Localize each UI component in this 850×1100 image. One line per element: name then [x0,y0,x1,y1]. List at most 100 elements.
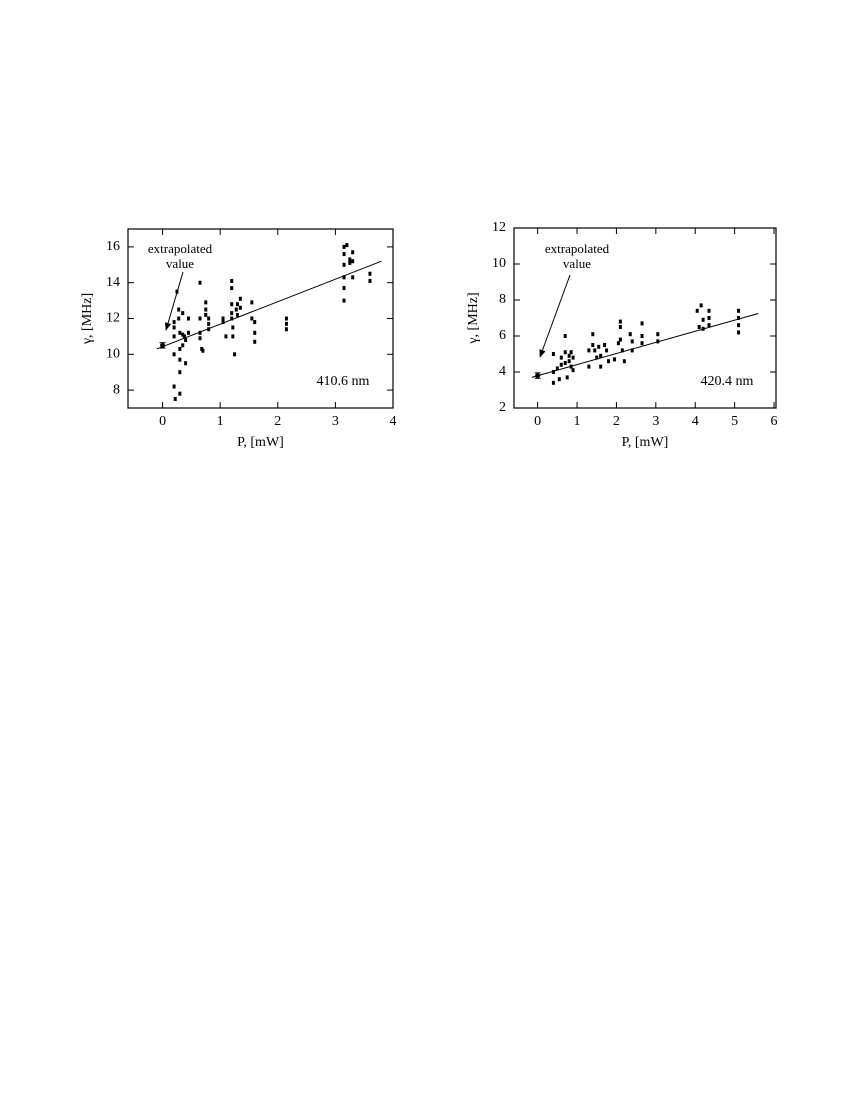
x-axis-label: P, [mW] [237,435,284,450]
data-point [616,341,620,346]
data-point [607,359,611,364]
data-point [603,343,607,347]
data-point [184,361,188,366]
data-point [284,327,288,332]
data-point [628,332,632,337]
data-point [640,341,644,346]
fit-line [531,313,759,378]
x-tick-label: 4 [390,414,397,429]
data-point [172,352,176,357]
x-axis-label: P, [mW] [622,435,669,450]
data-point [695,308,699,313]
data-point [184,337,188,342]
data-point [567,353,571,358]
x-tick-label: 2 [274,414,281,429]
data-point [707,323,711,328]
y-tick-label: 12 [492,220,506,235]
y-tick-label: 14 [106,275,120,290]
data-point [178,346,182,351]
data-point [618,319,622,324]
data-point [563,334,567,338]
data-point [178,370,182,375]
data-point [342,262,346,267]
data-point [198,330,202,335]
data-point [351,275,355,280]
annotation: value [166,256,194,271]
data-point [348,261,352,266]
data-point [699,303,703,308]
y-tick-label: 12 [106,311,120,326]
data-point [707,316,711,320]
x-tick-label: 3 [332,414,339,429]
data-point [342,244,346,249]
data-point [565,375,569,380]
data-point [605,348,609,353]
data-point [231,325,235,330]
y-tick-label: 4 [499,364,506,379]
data-point [622,359,626,364]
data-point [656,332,660,337]
data-point [697,325,701,329]
data-point [591,332,595,337]
data-point [587,364,591,369]
plot-frame [513,227,777,409]
data-point [181,343,185,348]
data-point [342,286,346,291]
data-point [551,352,555,356]
data-point [599,353,603,358]
y-axis-label: γ, [MHz] [80,293,95,345]
annotation-arrow [539,274,571,358]
data-point [737,308,741,313]
data-point [253,330,257,335]
data-point [563,350,567,355]
data-point [177,307,181,312]
data-point [230,278,234,283]
data-point [342,298,346,303]
data-point [235,302,239,307]
data-point [238,305,242,310]
data-point [551,370,555,374]
x-tick-label: 1 [217,414,224,429]
y-tick-label: 10 [106,347,120,362]
data-point [707,308,711,313]
annotation: value [563,256,591,271]
data-point [559,362,563,367]
data-point [551,380,555,385]
x-tick-label: 1 [574,414,581,429]
data-point [172,384,176,389]
data-point [555,366,559,371]
data-point [230,316,234,321]
data-point [234,307,238,312]
data-point [593,348,597,353]
data-point [198,280,202,285]
data-point [172,320,176,325]
wavelength-label: 410.6 nm [317,374,370,389]
y-tick-label: 8 [113,382,120,397]
data-point [284,321,288,326]
y-tick-label: 10 [492,256,506,271]
data-point [557,377,561,382]
data-point [233,352,237,357]
data-point [737,330,741,335]
annotation: extrapolated [148,241,213,256]
data-point [204,312,208,317]
data-point [204,300,208,305]
data-point [178,357,182,362]
data-point [569,364,573,369]
data-point [173,397,177,402]
data-point [345,243,349,248]
data-point [351,259,355,264]
data-point [618,325,622,329]
data-point [612,357,616,362]
data-point [204,307,208,312]
data-point [181,332,185,337]
data-point [230,286,234,291]
data-point [618,337,622,342]
fit-line [156,260,382,350]
annotation-arrow [164,271,184,331]
data-point [342,252,346,257]
data-point [737,316,741,320]
data-point [571,355,575,360]
annotation: extrapolated [545,241,610,256]
data-point [599,364,603,369]
